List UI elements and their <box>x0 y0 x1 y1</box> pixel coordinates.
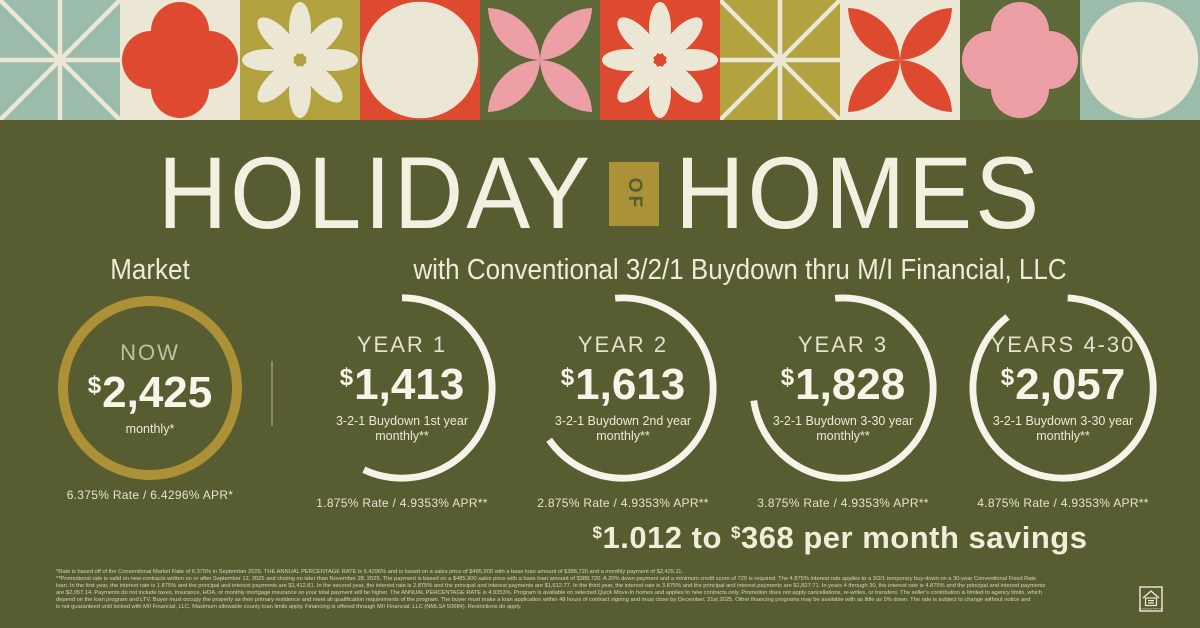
equal-housing-logo: EQUAL HOUSING OPPORTUNITY <box>1135 586 1167 621</box>
ring-text-year-3: YEAR 3 $1,828 3-2-1 Buydown 3-30 year mo… <box>745 290 941 486</box>
subtitle: with Conventional 3/2/1 Buydown thru M/I… <box>413 252 1067 286</box>
tile-starburst-icon <box>0 0 120 120</box>
ring-text-year-1: YEAR 1 $1,413 3-2-1 Buydown 1st year mon… <box>304 290 500 486</box>
equal-housing-house-icon: EQUAL HOUSING OPPORTUNITY <box>1135 586 1167 612</box>
currency-sign: $ <box>780 364 795 392</box>
title-of-badge: OF <box>609 162 660 226</box>
progress-arc-icon <box>362 294 496 482</box>
payment-ring-years-4-30: YEARS 4-30 $2,057 3-2-1 Buydown 3-30 yea… <box>965 290 1161 486</box>
tile-diamond-icon <box>1080 0 1200 120</box>
rate-apr-line: 6.375% Rate / 6.4296% APR* <box>66 488 234 502</box>
monthly-payment-amount: $1,413 <box>339 360 465 410</box>
currency-sign: $ <box>87 371 102 399</box>
currency-sign: $ <box>339 364 354 392</box>
payment-sub-label: 3-2-1 Buydown 3-30 year monthly** <box>772 414 914 443</box>
tile-starburst-icon <box>720 0 840 120</box>
monthly-payment-amount: $2,057 <box>1000 360 1126 410</box>
monthly-payment-amount: $1,613 <box>560 360 686 410</box>
payment-sub-label: 3-2-1 Buydown 1st year monthly** <box>335 414 468 443</box>
payment-card-years-4-30: YEARS 4-30 $2,057 3-2-1 Buydown 3-30 yea… <box>953 290 1173 510</box>
ring-text-now: NOW $2,425 monthly* <box>58 296 242 480</box>
payment-ring-now: NOW $2,425 monthly* <box>58 296 242 480</box>
svg-text:EQUAL HOUSING OPPORTUNITY: EQUAL HOUSING OPPORTUNITY <box>1139 608 1163 611</box>
card-label: YEAR 3 <box>797 332 889 358</box>
title-of-label: OF <box>624 177 646 211</box>
currency-sign: $ <box>592 523 603 542</box>
monthly-payment-amount: $1,828 <box>780 360 906 410</box>
progress-arc-icon <box>750 294 937 482</box>
page-title: HOLIDAY OF HOMES <box>0 136 1200 251</box>
ring-text-year-2: YEAR 2 $1,613 3-2-1 Buydown 2nd year mon… <box>525 290 721 486</box>
currency-sign: $ <box>560 364 575 392</box>
title-word-holiday: HOLIDAY <box>157 136 594 251</box>
card-label: YEARS 4-30 <box>990 332 1136 358</box>
card-label: YEAR 1 <box>356 332 448 358</box>
payment-card-year-2: YEAR 2 $1,613 3-2-1 Buydown 2nd year mon… <box>513 290 733 510</box>
payment-ring-year-1: YEAR 1 $1,413 3-2-1 Buydown 1st year mon… <box>304 290 500 486</box>
payment-card-year-3: YEAR 3 $1,828 3-2-1 Buydown 3-30 year mo… <box>733 290 953 510</box>
payment-ring-year-3: YEAR 3 $1,828 3-2-1 Buydown 3-30 year mo… <box>745 290 941 486</box>
vertical-divider <box>271 361 273 426</box>
payment-sub-label: 3-2-1 Buydown 2nd year monthly** <box>554 414 692 443</box>
payment-card-now: NOW $2,425 monthly* 6.375% Rate / 6.4296… <box>40 296 260 502</box>
savings-line: $1.012 to $368 per month savings <box>592 520 1088 555</box>
monthly-payment-amount: $2,425 <box>87 367 213 417</box>
progress-arc-icon <box>546 294 717 482</box>
tile-daisy-icon <box>240 0 360 120</box>
tile-daisy-icon <box>600 0 720 120</box>
ring-text-years-4-30: YEARS 4-30 $2,057 3-2-1 Buydown 3-30 yea… <box>965 290 1161 486</box>
currency-sign: $ <box>731 523 742 542</box>
decorative-tile-band <box>0 0 1200 120</box>
card-label: YEAR 2 <box>577 332 669 358</box>
rate-apr-line: 3.875% Rate / 4.9353% APR** <box>757 496 929 510</box>
payment-sub-label: 3-2-1 Buydown 3-30 year monthly** <box>992 414 1134 443</box>
progress-arc-icon <box>969 294 1157 482</box>
legal-disclaimer: *Rate is based off of the Conventional M… <box>56 569 1046 610</box>
payment-ring-year-2: YEAR 2 $1,613 3-2-1 Buydown 2nd year mon… <box>525 290 721 486</box>
payment-sub-label: monthly* <box>125 421 175 436</box>
tile-diamond-icon <box>360 0 480 120</box>
rate-apr-line: 1.875% Rate / 4.9353% APR** <box>316 496 488 510</box>
card-label: NOW <box>120 339 180 365</box>
rate-apr-line: 2.875% Rate / 4.9353% APR** <box>537 496 709 510</box>
tile-clover-flower-icon <box>120 0 240 120</box>
payment-card-year-1: YEAR 1 $1,413 3-2-1 Buydown 1st year mon… <box>292 290 512 510</box>
tile-petal-x-icon <box>480 0 600 120</box>
tile-petal-x-icon <box>840 0 960 120</box>
currency-sign: $ <box>1000 364 1015 392</box>
market-label: Market <box>110 252 190 286</box>
rate-apr-line: 4.875% Rate / 4.9353% APR** <box>977 496 1149 510</box>
tile-clover-flower-icon <box>960 0 1080 120</box>
gold-ring-icon <box>58 296 242 480</box>
title-word-homes: HOMES <box>675 136 1043 251</box>
